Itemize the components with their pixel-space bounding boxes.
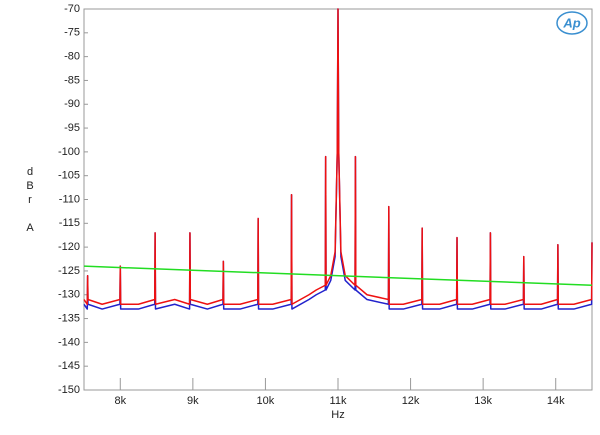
y-tick-label: -135 xyxy=(58,312,80,324)
x-tick-label: 10k xyxy=(257,395,275,407)
logo-ring xyxy=(556,11,588,35)
y-tick-label: -100 xyxy=(58,146,80,158)
x-axis-label: Hz xyxy=(331,409,344,421)
y-tick-label: -125 xyxy=(58,265,80,277)
y-tick-label: -145 xyxy=(58,360,80,372)
y-tick-label: -110 xyxy=(59,193,80,205)
series-line xyxy=(83,265,593,286)
y-tick-label: -75 xyxy=(64,27,80,39)
y-tick-label: -115 xyxy=(59,217,80,229)
y-tick-label: -80 xyxy=(64,51,80,63)
y-tick-label: -90 xyxy=(64,98,80,110)
y-tick-label: -150 xyxy=(58,384,80,396)
y-axis-label: r xyxy=(28,194,32,206)
series-line xyxy=(83,8,593,306)
y-tick-label: -105 xyxy=(58,170,80,182)
y-axis-label: A xyxy=(26,222,34,234)
x-tick-label: 12k xyxy=(402,395,420,407)
y-tick-label: -120 xyxy=(58,241,80,253)
x-tick-label: 11k xyxy=(330,395,347,407)
y-tick-label: -95 xyxy=(64,122,80,134)
y-axis-label: d xyxy=(27,166,33,178)
x-tick-label: 14k xyxy=(547,395,565,407)
y-tick-label: -130 xyxy=(58,289,80,301)
x-tick-label: 13k xyxy=(474,395,492,407)
x-tick-label: 9k xyxy=(187,395,199,407)
y-tick-label: -70 xyxy=(64,3,80,15)
y-axis-label: B xyxy=(26,180,33,192)
logo: Ap xyxy=(562,15,580,30)
y-tick-label: -140 xyxy=(58,336,80,348)
y-tick-label: -85 xyxy=(64,74,80,86)
x-tick-label: 8k xyxy=(114,395,126,407)
